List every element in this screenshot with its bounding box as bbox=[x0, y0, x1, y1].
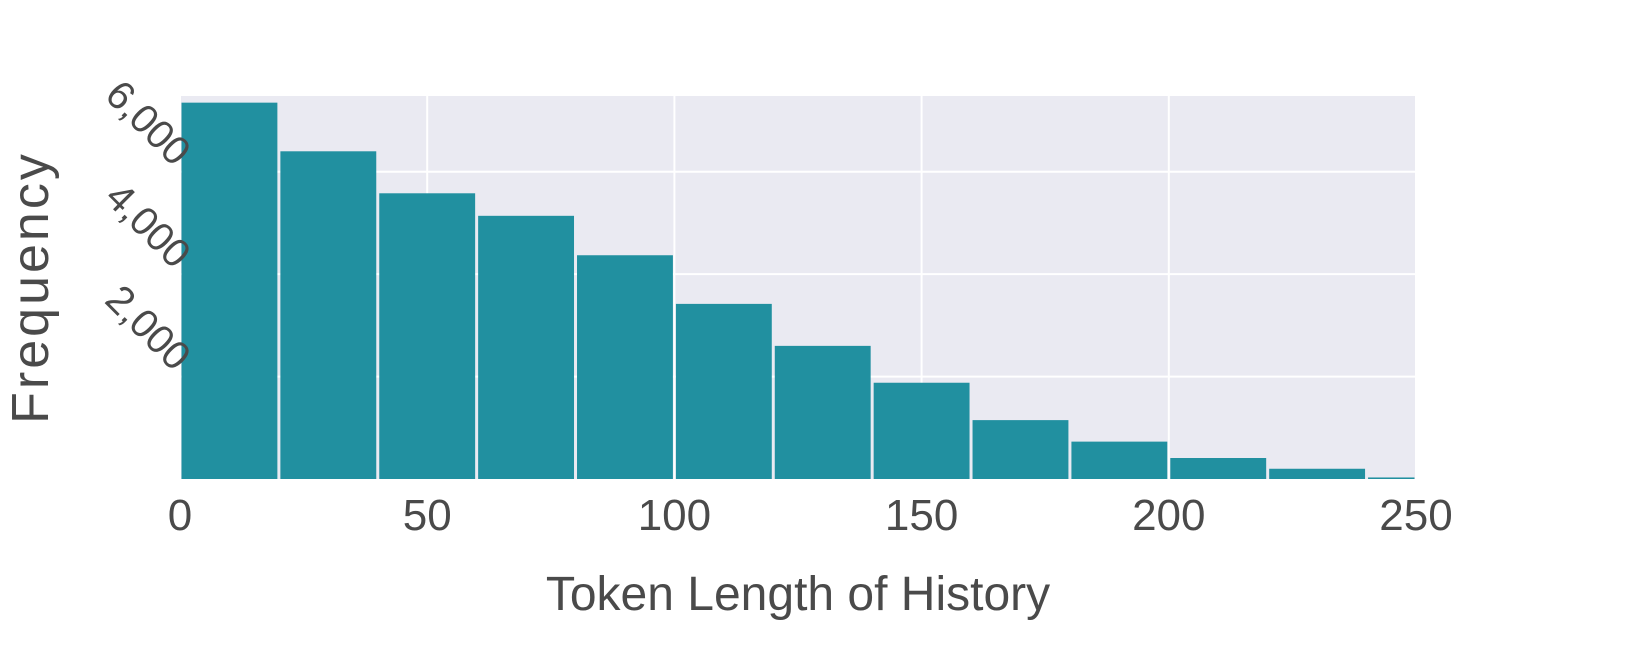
x-tick-label: 150 bbox=[885, 491, 958, 540]
x-tick-labels: 0 50 100 150 200 250 bbox=[168, 491, 1453, 540]
y-axis-title: Frequency bbox=[2, 151, 60, 424]
histogram-bar bbox=[280, 151, 377, 479]
x-axis-title: Token Length of History bbox=[546, 568, 1050, 621]
histogram-bar bbox=[1071, 441, 1168, 479]
x-tick-label: 50 bbox=[403, 491, 452, 540]
histogram-bar bbox=[577, 255, 673, 479]
bars bbox=[181, 102, 1415, 480]
x-tick-label: 0 bbox=[168, 491, 192, 540]
x-tick-label: 200 bbox=[1132, 491, 1205, 540]
histogram-bar bbox=[379, 193, 476, 479]
histogram-bar bbox=[1170, 458, 1267, 479]
x-tick-label: 250 bbox=[1379, 491, 1452, 540]
histogram-bar bbox=[1368, 477, 1415, 479]
histogram-bar bbox=[774, 345, 871, 479]
histogram-bar bbox=[1269, 468, 1366, 479]
histogram-bar bbox=[873, 382, 970, 479]
histogram-bar bbox=[675, 303, 772, 479]
x-tick-label: 100 bbox=[638, 491, 711, 540]
histogram-bar bbox=[478, 215, 575, 480]
histogram-bar bbox=[972, 420, 1069, 479]
histogram-bar bbox=[181, 102, 278, 479]
